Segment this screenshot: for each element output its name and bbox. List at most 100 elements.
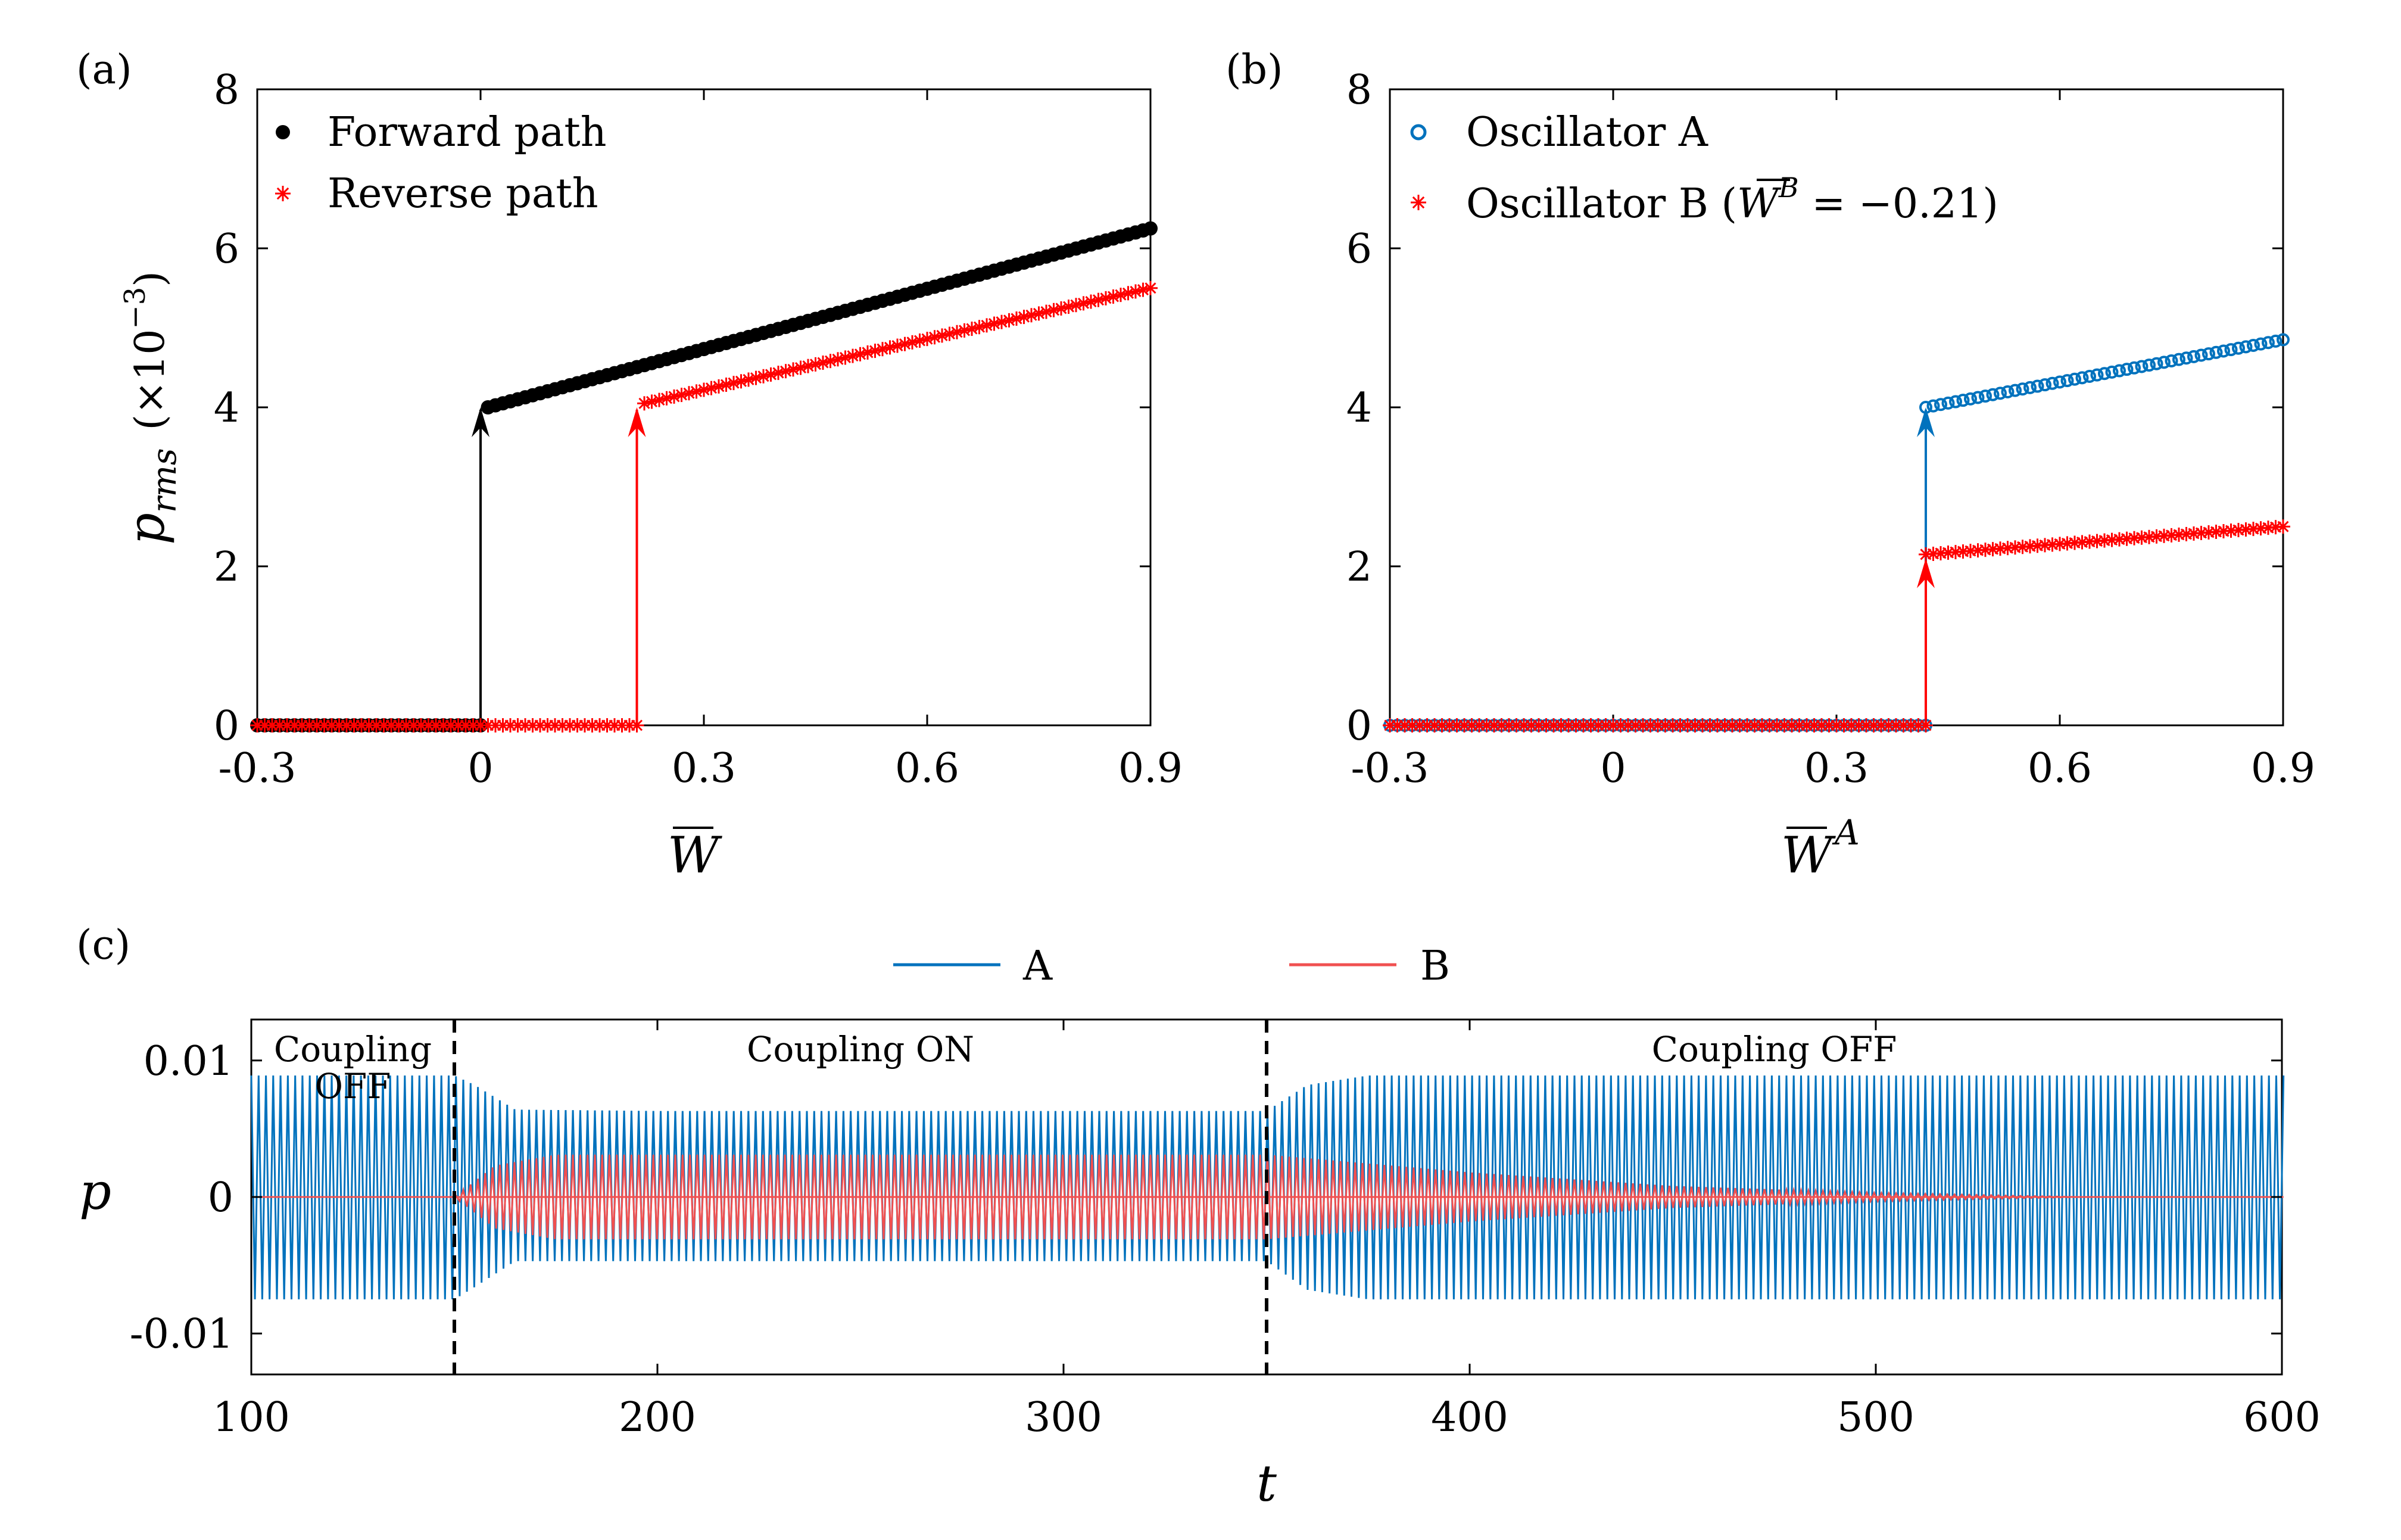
data-point xyxy=(2269,334,2282,348)
data-point xyxy=(2277,333,2290,347)
y-tick-label: 2 xyxy=(214,544,239,591)
data-point xyxy=(2262,336,2275,350)
data-point xyxy=(1934,398,1947,412)
legend-asterisk xyxy=(275,186,291,201)
jump-arrow-head xyxy=(472,407,489,437)
data-point-stroke xyxy=(2232,524,2244,536)
data-point-stroke xyxy=(653,394,665,406)
data-point-stroke xyxy=(1100,292,1112,304)
x-tick-label: 200 xyxy=(619,1394,696,1441)
data-point xyxy=(674,388,689,403)
data-point xyxy=(2157,356,2171,369)
data-point-stroke xyxy=(705,382,718,394)
data-point xyxy=(2254,337,2268,351)
data-point xyxy=(2128,361,2141,375)
data-point-stroke xyxy=(1085,295,1097,308)
data-point-stroke xyxy=(2262,522,2274,534)
data-point-stroke xyxy=(757,370,769,382)
panel-a-legend: Forward path Reverse path xyxy=(275,109,607,217)
data-point-stroke xyxy=(943,328,956,340)
data-point-stroke xyxy=(809,358,822,370)
data-point-stroke xyxy=(2054,538,2066,550)
y-tick-label: 0 xyxy=(1346,703,1372,750)
data-point-stroke xyxy=(2158,530,2170,542)
data-point-stroke xyxy=(2001,542,2014,554)
x-tick-label: 0 xyxy=(1600,745,1626,792)
jump-arrow xyxy=(628,407,646,725)
data-point xyxy=(2053,375,2066,389)
legend-forward-label: Forward path xyxy=(328,109,607,156)
data-point-stroke xyxy=(817,357,829,369)
data-point-stroke xyxy=(2024,540,2036,552)
data-point-stroke xyxy=(877,343,888,355)
data-point-stroke xyxy=(1979,544,1991,556)
data-point xyxy=(2068,372,2081,386)
data-point xyxy=(1919,401,1932,414)
data-point-stroke xyxy=(1062,301,1075,313)
x-tick-label: 0.9 xyxy=(1118,745,1183,792)
data-point-stroke xyxy=(1122,287,1134,299)
data-point-stroke xyxy=(2061,537,2073,550)
legend-forward-marker xyxy=(276,125,290,139)
data-point xyxy=(2045,376,2059,390)
data-point xyxy=(2105,365,2119,379)
data-point-stroke xyxy=(1033,307,1045,319)
data-point-stroke xyxy=(1018,311,1030,323)
data-point-stroke xyxy=(2076,536,2088,548)
data-point-stroke xyxy=(832,353,844,365)
data-point-stroke xyxy=(921,333,933,345)
data-point xyxy=(1979,389,1992,403)
data-point-stroke xyxy=(958,325,971,336)
data-point xyxy=(1143,221,1158,236)
legend-osc-b-tail: = −0.21) xyxy=(1799,180,1998,227)
data-point xyxy=(2232,341,2245,355)
panel-b-label: (b) xyxy=(1226,46,1283,93)
data-point-stroke xyxy=(638,397,650,409)
legend-osc-b-sym: W xyxy=(1737,180,1782,227)
y-tick-label: -0.01 xyxy=(130,1311,233,1358)
data-point xyxy=(2098,367,2111,381)
data-point xyxy=(2187,350,2200,363)
data-point xyxy=(1971,391,1985,404)
data-point-stroke xyxy=(1920,548,1932,560)
data-point-stroke xyxy=(1047,304,1060,316)
panel-c-ylabel: p xyxy=(79,1162,111,1221)
data-point xyxy=(2135,360,2149,373)
y-tick-label: 8 xyxy=(1346,67,1372,114)
legend-asterisk xyxy=(1411,195,1426,210)
data-point xyxy=(2031,379,2044,393)
data-point-stroke xyxy=(2135,532,2148,544)
data-point-stroke xyxy=(1950,546,1962,558)
data-point-stroke xyxy=(1011,313,1022,325)
data-point-stroke xyxy=(2113,534,2125,545)
x-tick-label: 0.3 xyxy=(672,745,736,792)
legend-b-label: B xyxy=(1420,943,1450,990)
series-1 xyxy=(250,280,1158,732)
data-point xyxy=(629,718,644,732)
data-point-stroke xyxy=(1137,284,1149,296)
coupling-annotation: Coupling xyxy=(274,1029,432,1070)
coupling-annotation: Coupling OFF xyxy=(1652,1029,1897,1070)
data-point-stroke xyxy=(1927,548,1939,560)
jump-arrow xyxy=(1917,558,1935,725)
data-point xyxy=(1919,718,1933,732)
coupling-annotation: Coupling ON xyxy=(747,1029,974,1070)
data-point-stroke xyxy=(2039,539,2051,551)
y-tick-label: 4 xyxy=(214,385,239,432)
panel-b-xlabel-text: W xyxy=(1781,826,1836,884)
svg-text:prms(×10−3): prms (×10−3) xyxy=(117,271,184,545)
data-point-stroke xyxy=(2143,531,2155,543)
data-point xyxy=(1949,395,1962,409)
data-point-stroke xyxy=(631,719,643,731)
data-point-stroke xyxy=(690,385,703,397)
data-point-stroke xyxy=(1994,543,2006,554)
data-point xyxy=(2150,357,2163,370)
data-point xyxy=(2165,354,2178,367)
data-point-stroke xyxy=(2210,526,2222,538)
data-point-stroke xyxy=(981,319,993,331)
data-point-stroke xyxy=(1987,543,1999,555)
data-point-stroke xyxy=(728,377,740,389)
data-point-stroke xyxy=(2203,526,2215,538)
data-point-stroke xyxy=(1965,545,1976,557)
data-point-stroke xyxy=(973,321,986,333)
